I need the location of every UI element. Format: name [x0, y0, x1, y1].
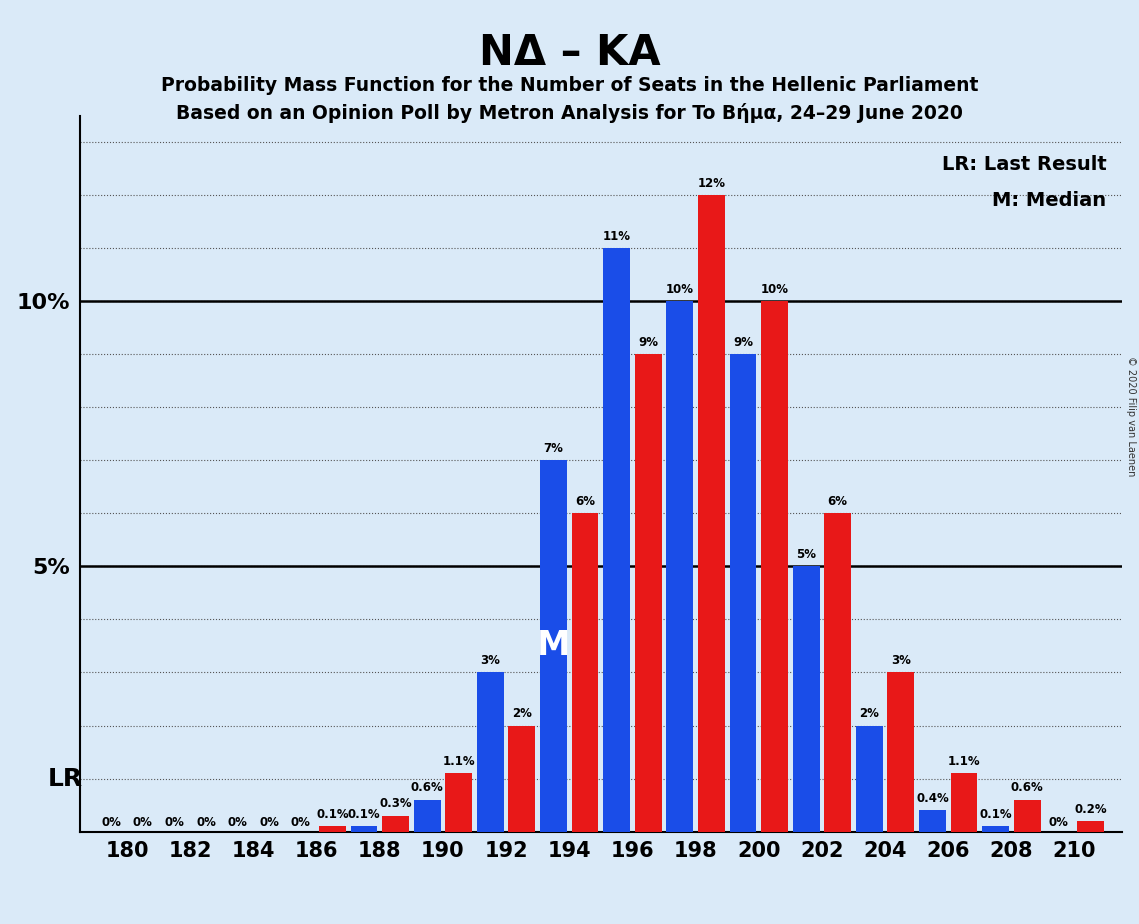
- Text: 1.1%: 1.1%: [442, 755, 475, 768]
- Text: 1.1%: 1.1%: [948, 755, 981, 768]
- Bar: [413, 800, 441, 832]
- Text: 0.3%: 0.3%: [379, 797, 412, 810]
- Text: Probability Mass Function for the Number of Seats in the Hellenic Parliament: Probability Mass Function for the Number…: [161, 76, 978, 95]
- Text: 0%: 0%: [290, 816, 311, 829]
- Text: M: Median: M: Median: [992, 190, 1106, 210]
- Bar: [382, 816, 409, 832]
- Text: 0.6%: 0.6%: [411, 782, 443, 795]
- Bar: [445, 773, 473, 832]
- Text: 0.1%: 0.1%: [347, 808, 380, 821]
- Text: 2%: 2%: [859, 707, 879, 720]
- Text: 3%: 3%: [891, 654, 911, 667]
- Bar: [572, 514, 598, 832]
- Text: 3%: 3%: [481, 654, 500, 667]
- Text: NΔ – KA: NΔ – KA: [478, 32, 661, 74]
- Bar: [634, 354, 662, 832]
- Text: LR: LR: [48, 767, 83, 791]
- Text: M: M: [536, 629, 571, 663]
- Text: © 2020 Filip van Laenen: © 2020 Filip van Laenen: [1126, 356, 1136, 476]
- Bar: [982, 826, 1009, 832]
- Bar: [793, 566, 820, 832]
- Bar: [604, 249, 630, 832]
- Text: 11%: 11%: [603, 230, 631, 243]
- Bar: [666, 301, 694, 832]
- Text: 7%: 7%: [543, 442, 564, 455]
- Bar: [1014, 800, 1041, 832]
- Bar: [477, 673, 503, 832]
- Text: 0%: 0%: [164, 816, 185, 829]
- Bar: [319, 826, 346, 832]
- Text: 9%: 9%: [732, 336, 753, 349]
- Bar: [887, 673, 915, 832]
- Text: 6%: 6%: [575, 495, 595, 508]
- Bar: [698, 195, 724, 832]
- Text: 9%: 9%: [638, 336, 658, 349]
- Text: 10%: 10%: [761, 283, 788, 296]
- Text: 12%: 12%: [697, 176, 726, 189]
- Text: 0%: 0%: [196, 816, 216, 829]
- Text: Based on an Opinion Poll by Metron Analysis for To Bήμα, 24–29 June 2020: Based on an Opinion Poll by Metron Analy…: [177, 103, 962, 124]
- Bar: [855, 725, 883, 832]
- Text: 5%: 5%: [796, 548, 817, 561]
- Text: 0%: 0%: [133, 816, 153, 829]
- Bar: [351, 826, 377, 832]
- Text: 0.1%: 0.1%: [316, 808, 349, 821]
- Text: 0.4%: 0.4%: [916, 792, 949, 805]
- Text: 0%: 0%: [1049, 816, 1068, 829]
- Text: 2%: 2%: [511, 707, 532, 720]
- Bar: [825, 514, 851, 832]
- Text: 10%: 10%: [666, 283, 694, 296]
- Bar: [1076, 821, 1104, 832]
- Bar: [919, 810, 945, 832]
- Text: 0.6%: 0.6%: [1010, 782, 1043, 795]
- Text: LR: Last Result: LR: Last Result: [942, 155, 1106, 174]
- Text: 0.1%: 0.1%: [980, 808, 1011, 821]
- Bar: [508, 725, 535, 832]
- Bar: [540, 460, 567, 832]
- Bar: [761, 301, 788, 832]
- Bar: [729, 354, 756, 832]
- Text: 0%: 0%: [260, 816, 279, 829]
- Text: 0%: 0%: [101, 816, 121, 829]
- Text: 0.2%: 0.2%: [1074, 803, 1107, 816]
- Text: 6%: 6%: [828, 495, 847, 508]
- Bar: [951, 773, 977, 832]
- Text: 0%: 0%: [228, 816, 247, 829]
